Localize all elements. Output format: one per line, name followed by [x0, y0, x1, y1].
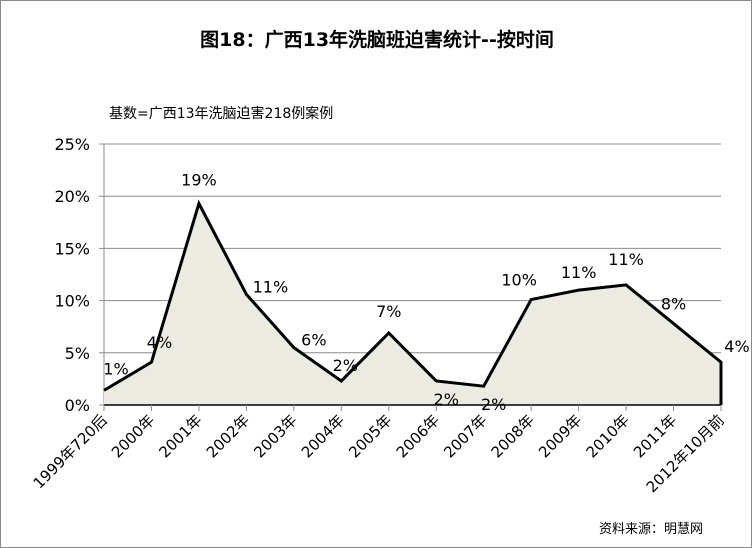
x-tick-label: 2003年 — [250, 411, 300, 461]
data-label: 2% — [481, 395, 506, 414]
data-label: 2% — [333, 356, 358, 375]
x-tick-label: 2008年 — [488, 411, 538, 461]
data-label: 11% — [608, 250, 644, 269]
data-label: 7% — [376, 302, 401, 321]
x-tick-label: 1999年720后 — [30, 411, 111, 492]
y-tick-label: 20% — [54, 187, 90, 206]
y-tick-label: 0% — [65, 396, 90, 415]
data-label: 11% — [253, 277, 289, 296]
x-tick-label: 2000年 — [108, 411, 158, 461]
x-tick-label: 2001年 — [155, 411, 205, 461]
series-line — [103, 199, 723, 405]
data-label: 4% — [724, 337, 749, 356]
data-label: 2% — [434, 390, 459, 409]
y-tick-label: 15% — [54, 239, 90, 258]
x-tick-label: 2002年 — [203, 411, 253, 461]
data-label: 8% — [661, 295, 686, 314]
chart-subtitle: 基数=广西13年洗脑迫害218例案例 — [109, 106, 334, 122]
chart-title: 图18：广西13年洗脑班迫害统计--按时间 — [200, 29, 554, 51]
x-tick-label: 2009年 — [535, 411, 585, 461]
source-note: 资料来源：明慧网 — [599, 522, 704, 537]
data-label: 10% — [501, 271, 537, 290]
x-tick-label: 2004年 — [298, 411, 348, 461]
x-tick-label: 2010年 — [583, 411, 633, 461]
data-label: 19% — [181, 171, 217, 190]
data-label: 1% — [103, 359, 128, 378]
data-label: 4% — [147, 333, 172, 352]
y-tick-label: 10% — [54, 292, 90, 311]
x-tick-label: 2005年 — [345, 411, 395, 461]
area-fill — [104, 203, 721, 405]
y-tick-label: 5% — [65, 344, 90, 363]
y-tick-label: 25% — [54, 135, 90, 154]
x-tick-label: 2007年 — [440, 411, 490, 461]
data-label: 6% — [301, 331, 326, 350]
data-label: 11% — [561, 263, 597, 282]
x-tick-label: 2006年 — [393, 411, 443, 461]
